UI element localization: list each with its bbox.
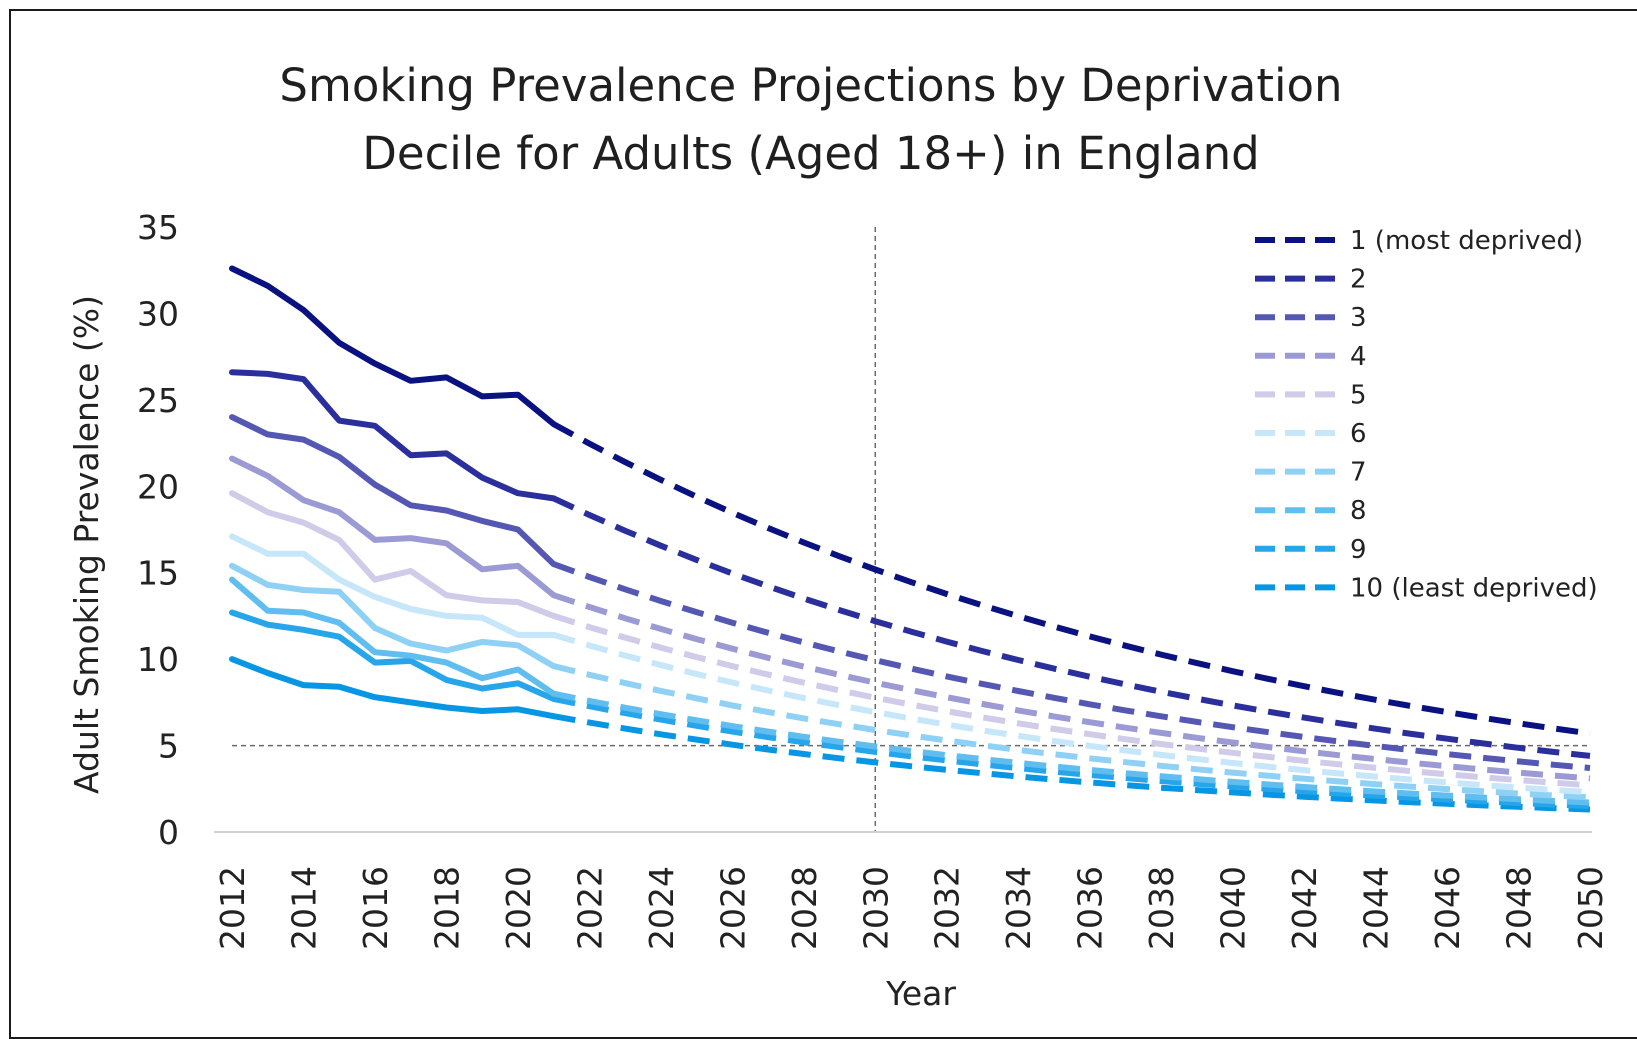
legend-label: 4 [1350, 342, 1367, 372]
x-tick-label: 2032 [928, 866, 967, 950]
series-observed-line [229, 656, 557, 720]
x-tick-label: 2042 [1285, 866, 1324, 950]
x-tick-label: 2028 [785, 866, 824, 950]
legend-label: 1 (most deprived) [1350, 226, 1583, 256]
x-tick-label: 2026 [713, 866, 752, 950]
x-tick-label: 2014 [284, 866, 323, 950]
series-projection-line [553, 690, 1591, 806]
series-observed-line [229, 265, 557, 428]
legend-label: 3 [1350, 303, 1367, 333]
x-tick-label: 2022 [570, 866, 609, 950]
x-tick-label: 2046 [1428, 866, 1467, 950]
legend-item: 4 [1255, 342, 1367, 372]
series-observed-line [229, 609, 557, 702]
legend: 1 (most deprived) 2 3 4 5 6 7 8 9 10 (least depri… [1255, 226, 1598, 603]
x-tick-label: 2018 [427, 866, 466, 950]
legend-label: 8 [1350, 496, 1367, 526]
x-tick-label: 2024 [642, 866, 681, 950]
series-projection-line [552, 663, 1591, 801]
legend-item: 1 (most deprived) [1255, 226, 1583, 256]
x-tick-label: 2030 [856, 866, 895, 950]
y-tick-label: 35 [137, 208, 179, 247]
legend-item: 2 [1255, 265, 1367, 295]
legend-item: 3 [1255, 303, 1367, 333]
x-tick-label: 2034 [999, 866, 1038, 950]
legend-label: 2 [1350, 265, 1367, 295]
legend-item: 8 [1255, 496, 1367, 526]
x-tick-label: 2012 [213, 866, 252, 950]
x-tick-label: 2036 [1071, 866, 1110, 950]
series-projection-line [553, 713, 1591, 813]
legend-item: 9 [1255, 535, 1367, 565]
series-projection-line [552, 613, 1591, 789]
legend-label: 5 [1350, 380, 1367, 410]
legend-label: 10 (least deprived) [1350, 573, 1598, 603]
legend-label: 9 [1350, 535, 1367, 565]
chart-title: Smoking Prevalence Projections by Depriv… [279, 59, 1342, 180]
series-projection-line [552, 592, 1591, 782]
x-tick-label: 2016 [356, 866, 395, 950]
series-projection-line [552, 495, 1591, 759]
x-tick-label: 2020 [499, 866, 538, 950]
chart-title-line-1: Smoking Prevalence Projections by Depriv… [279, 59, 1342, 112]
y-axis-title: Adult Smoking Prevalence (%) [67, 295, 106, 794]
y-tick-label: 5 [158, 727, 179, 766]
legend-label: 6 [1350, 419, 1367, 449]
legend-item: 10 (least deprived) [1255, 573, 1598, 603]
series-observed-line [229, 576, 557, 697]
chart-frame: Smoking Prevalence Projections by Depriv… [9, 9, 1637, 1039]
series-observed-line [229, 414, 557, 568]
x-tick-label: 2050 [1571, 866, 1610, 950]
y-tick-label: 15 [137, 554, 179, 593]
legend-item: 5 [1255, 380, 1367, 410]
x-tick-label: 2048 [1500, 866, 1539, 950]
legend-item: 7 [1255, 458, 1367, 488]
y-tick-label: 20 [137, 467, 179, 506]
chart-title-line-2: Decile for Adults (Aged 18+) in England [362, 127, 1260, 180]
series-projection-line [552, 632, 1591, 796]
legend-item: 6 [1255, 419, 1367, 449]
series-observed-line [229, 455, 557, 599]
y-tick-label: 30 [137, 294, 179, 333]
y-tick-label: 10 [137, 640, 179, 679]
y-tick-label: 0 [158, 813, 179, 852]
series-projection-line [553, 695, 1591, 810]
x-tick-label: 2038 [1142, 866, 1181, 950]
series-observed-line [229, 369, 557, 502]
reference-lines [232, 227, 1590, 832]
series-lines [229, 265, 1591, 813]
legend-label: 7 [1350, 458, 1367, 488]
series-observed-line [229, 490, 557, 619]
y-tick-label: 25 [137, 381, 179, 420]
x-tick-label: 2044 [1357, 866, 1396, 950]
series-projection-line [552, 561, 1591, 771]
x-tick-label: 2040 [1214, 866, 1253, 950]
chart-canvas: Smoking Prevalence Projections by Depriv… [67, 59, 1610, 1013]
series-projection-line [552, 421, 1591, 737]
series-observed-line [229, 533, 557, 638]
x-axis-title: Year [885, 974, 956, 1013]
series-observed-line [229, 562, 557, 670]
